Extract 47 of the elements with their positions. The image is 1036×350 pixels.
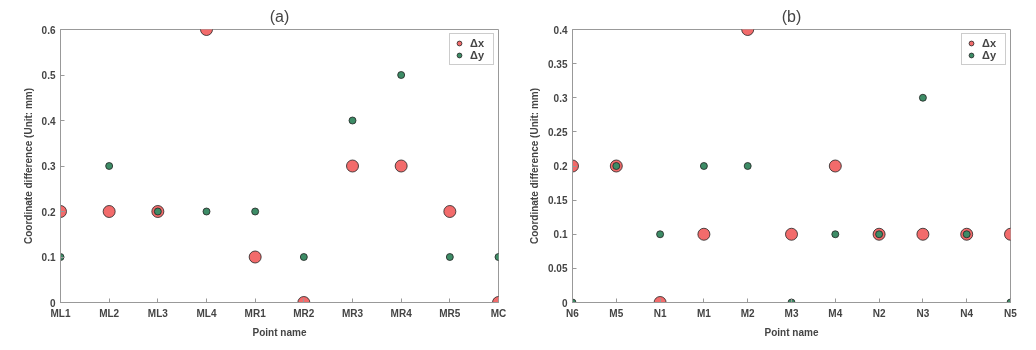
x-axis-title: Point name <box>252 326 307 338</box>
x-tick-label: N5 <box>1004 307 1018 319</box>
x-tick-label: M3 <box>784 307 799 319</box>
y-tick-label: 0.6 <box>41 24 56 36</box>
x-tick-label: M1 <box>696 307 712 319</box>
y-axis-title: Coordinate difference (Unit: mm) <box>529 87 541 245</box>
y-tick-label: 0 <box>561 297 568 309</box>
chart-title: (b) <box>781 7 802 25</box>
y-tick-label: 0.4 <box>553 24 568 36</box>
y-tick-label: 0.35 <box>548 58 568 70</box>
x-axis-title: Point name <box>764 326 819 338</box>
x-tick-label: N4 <box>960 307 974 319</box>
y-tick-label: 0.05 <box>548 263 568 275</box>
y-axis-title: Coordinate difference (Unit: mm) <box>22 87 34 245</box>
x-tick-label: ML3 <box>147 307 169 319</box>
x-tick-label: ML4 <box>196 307 217 319</box>
y-tick-label: 0.3 <box>553 92 568 104</box>
y-tick-label: 0.4 <box>41 115 56 127</box>
x-tick-label: N6 <box>566 307 580 319</box>
x-tick-label: M4 <box>828 307 843 319</box>
legend-label: Δx <box>470 37 486 49</box>
x-tick-label: MC <box>490 307 507 319</box>
legend-label: Δy <box>982 49 998 61</box>
y-tick-label: 0.1 <box>41 252 56 263</box>
x-tick-label: M2 <box>740 307 756 319</box>
x-tick-label: ML1 <box>50 307 71 319</box>
x-tick-label: ML2 <box>99 307 120 319</box>
x-tick-label: N1 <box>653 307 667 319</box>
x-tick-label: N3 <box>916 307 930 319</box>
y-tick-label: 0.2 <box>41 206 56 218</box>
y-tick-label: 0.15 <box>548 195 568 207</box>
legend-label: Δx <box>982 37 998 49</box>
x-tick-label: M5 <box>609 307 624 319</box>
y-tick-label: 0.25 <box>548 126 568 138</box>
x-tick-label: MR5 <box>439 307 461 319</box>
x-tick-label: MR1 <box>244 307 267 319</box>
y-tick-label: 0.2 <box>553 161 568 172</box>
y-tick-label: 0.1 <box>553 229 568 241</box>
y-tick-label: 0.3 <box>41 161 56 172</box>
x-tick-label: MR2 <box>293 307 315 319</box>
legend-label: Δy <box>470 49 486 61</box>
y-tick-label: 0 <box>49 297 56 309</box>
x-tick-label: MR4 <box>390 307 413 319</box>
x-tick-label: N2 <box>872 307 886 319</box>
y-tick-label: 0.5 <box>41 70 56 81</box>
x-tick-label: MR3 <box>341 307 364 319</box>
chart-title: (a) <box>269 7 290 25</box>
